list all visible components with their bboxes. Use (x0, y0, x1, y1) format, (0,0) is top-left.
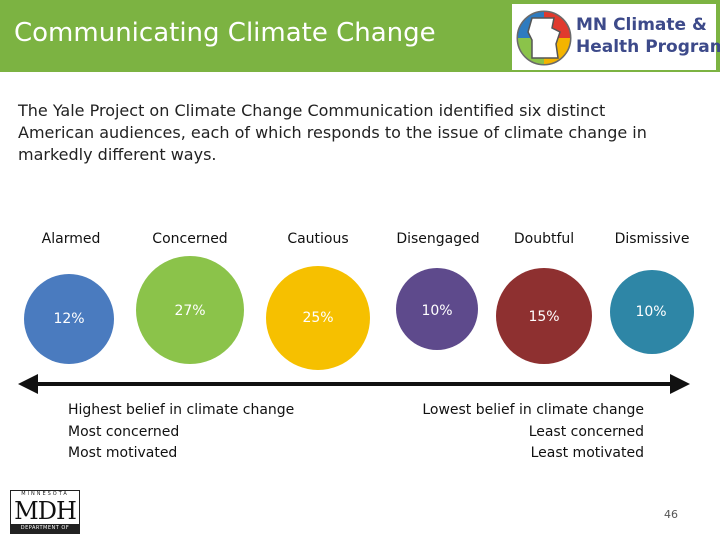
left-note-2: Most concerned (68, 423, 180, 440)
segment-percent-concerned: 27% (174, 303, 206, 319)
segment-circle-alarmed (24, 274, 114, 364)
segment-percent-cautious: 25% (302, 310, 334, 326)
mdh-logo: MINNESOTA MDH DEPARTMENT OF HEALTH (10, 490, 80, 540)
segment-circle-doubtful (496, 268, 592, 364)
logo-line-2: Health Program (576, 37, 720, 57)
segment-label-cautious: Cautious (287, 231, 349, 247)
mn-climate-health-logo: MN Climate & Health Program (512, 4, 720, 70)
left-note-1: Highest belief in climate change (68, 402, 295, 418)
right-note-2: Least concerned (528, 423, 644, 440)
page-number: 46 (664, 508, 678, 521)
left-note-3: Most motivated (68, 445, 178, 461)
belief-spectrum-arrow (18, 374, 690, 394)
high-belief-notes: Highest belief in climate change Most co… (68, 400, 294, 465)
intro-line-2: American audiences, each of which respon… (18, 123, 647, 142)
segment-percent-alarmed: 12% (53, 311, 85, 327)
mdh-logo-bottom: DEPARTMENT OF HEALTH (11, 524, 79, 540)
segment-circle-concerned (136, 256, 244, 364)
segment-label-concerned: Concerned (152, 231, 228, 247)
logo-line-1: MN Climate & (576, 15, 707, 35)
segment-percent-doubtful: 15% (528, 309, 560, 325)
minnesota-map-icon (516, 10, 572, 66)
mdh-logo-top: MINNESOTA (21, 491, 69, 497)
mdh-logo-main: MDH (14, 497, 77, 525)
low-belief-notes: Lowest belief in climate change Least co… (422, 400, 644, 465)
segment-circle-disengaged (396, 268, 478, 350)
segment-percent-disengaged: 10% (421, 303, 453, 319)
segment-percent-dismissive: 10% (635, 304, 667, 320)
segment-label-disengaged: Disengaged (396, 231, 480, 247)
segment-label-dismissive: Dismissive (614, 231, 690, 247)
segment-label-alarmed: Alarmed (41, 231, 101, 247)
intro-line-3: markedly different ways. (18, 145, 217, 164)
intro-paragraph: The Yale Project on Climate Change Commu… (18, 100, 698, 166)
segment-label-doubtful: Doubtful (513, 231, 575, 247)
segment-circle-dismissive (610, 270, 694, 354)
logo-text: MN Climate & Health Program (576, 14, 720, 58)
slide-title: Communicating Climate Change (14, 18, 436, 48)
intro-line-1: The Yale Project on Climate Change Commu… (18, 101, 606, 120)
right-note-3: Least motivated (530, 445, 644, 461)
segment-circle-cautious (266, 266, 370, 370)
header-bar: Communicating Climate Change MN Climate … (0, 0, 720, 72)
right-note-1: Lowest belief in climate change (422, 402, 644, 418)
